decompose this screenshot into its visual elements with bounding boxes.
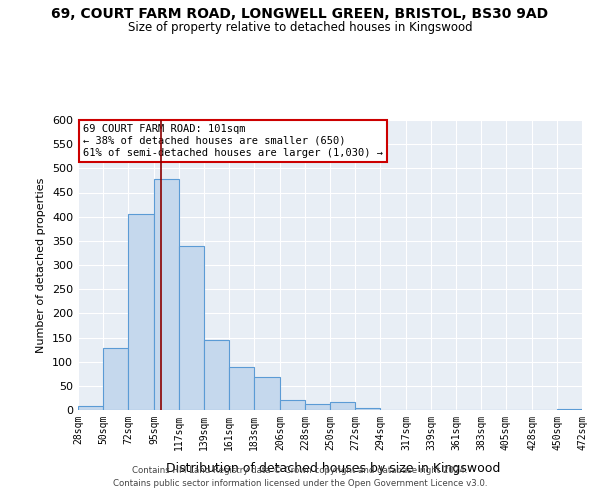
- Bar: [204, 340, 229, 410]
- Bar: [103, 348, 128, 410]
- Bar: [254, 377, 280, 410]
- Y-axis label: Number of detached properties: Number of detached properties: [37, 178, 46, 352]
- Bar: [355, 408, 380, 410]
- Bar: [78, 406, 103, 410]
- Bar: [557, 408, 582, 410]
- Text: Size of property relative to detached houses in Kingswood: Size of property relative to detached ho…: [128, 21, 472, 34]
- Bar: [179, 246, 204, 410]
- Text: Distribution of detached houses by size in Kingswood: Distribution of detached houses by size …: [166, 462, 500, 475]
- Text: 69 COURT FARM ROAD: 101sqm
← 38% of detached houses are smaller (650)
61% of sem: 69 COURT FARM ROAD: 101sqm ← 38% of deta…: [83, 124, 383, 158]
- Text: Contains HM Land Registry data © Crown copyright and database right 2024.
Contai: Contains HM Land Registry data © Crown c…: [113, 466, 487, 487]
- Bar: [128, 214, 154, 410]
- Bar: [280, 400, 305, 410]
- Text: 69, COURT FARM ROAD, LONGWELL GREEN, BRISTOL, BS30 9AD: 69, COURT FARM ROAD, LONGWELL GREEN, BRI…: [52, 8, 548, 22]
- Bar: [305, 404, 330, 410]
- Bar: [154, 179, 179, 410]
- Bar: [229, 368, 254, 410]
- Bar: [330, 402, 355, 410]
